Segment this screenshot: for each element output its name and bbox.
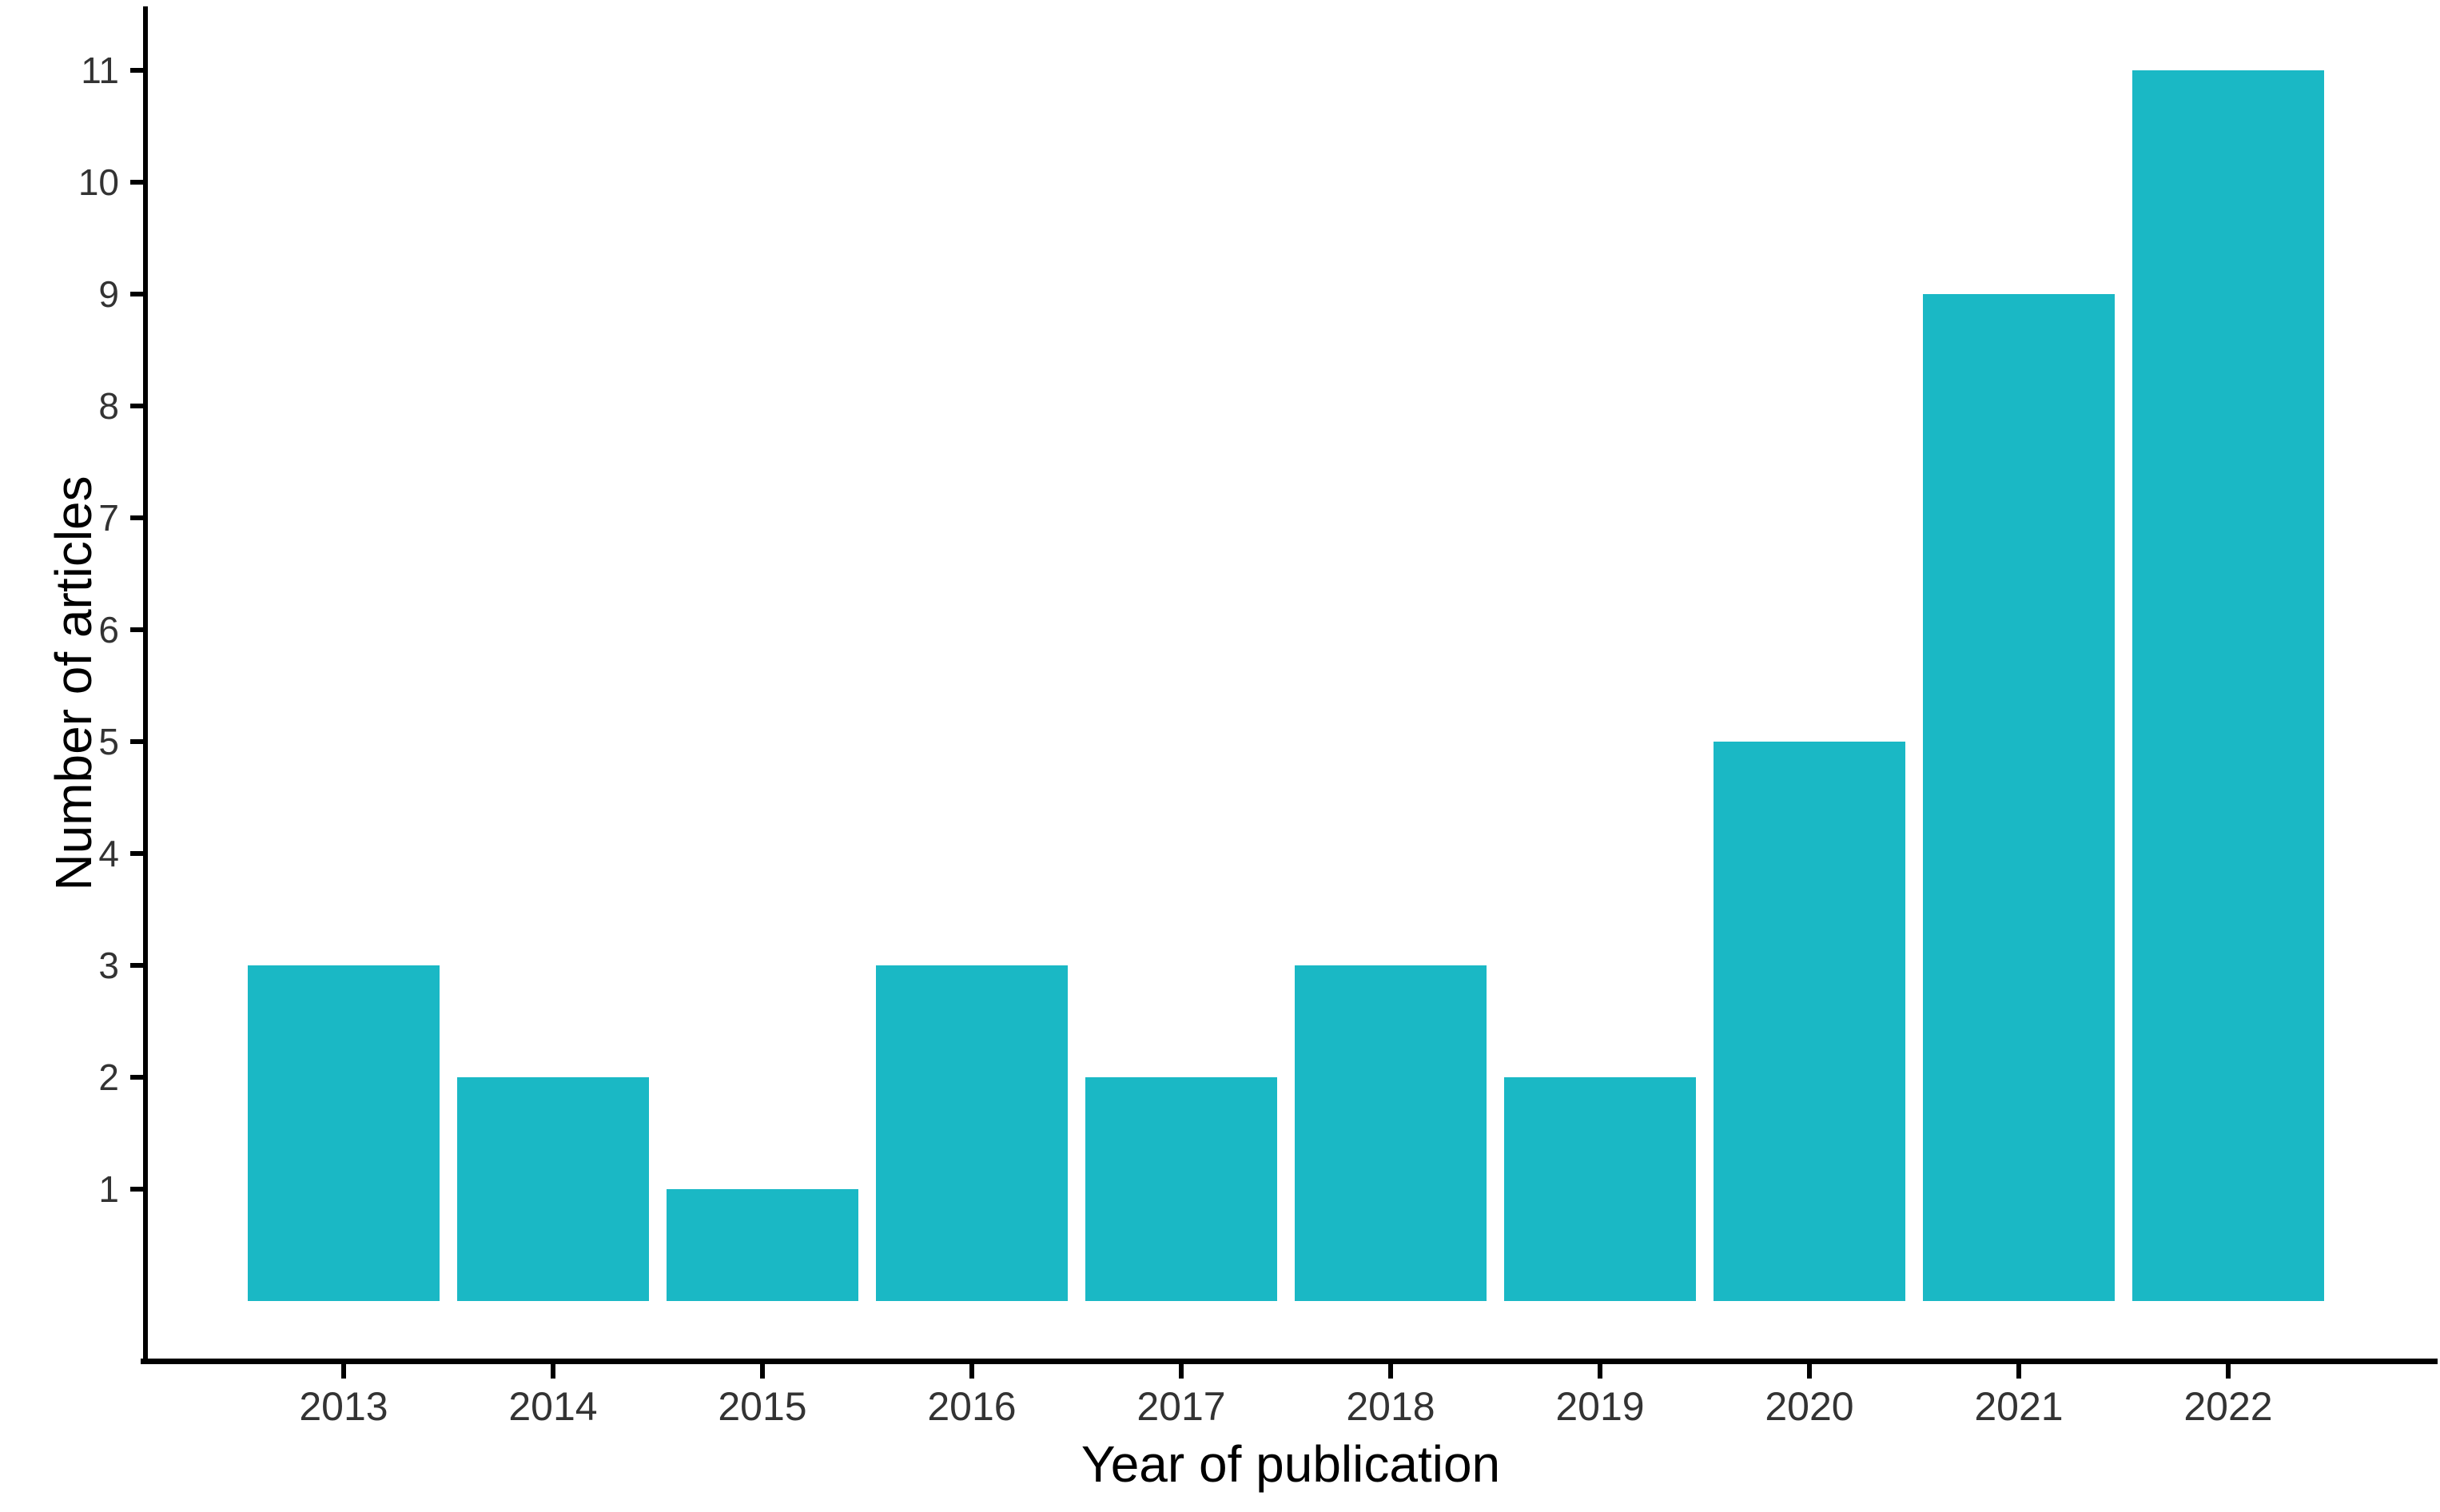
x-tick-mark-2014 — [551, 1364, 555, 1379]
y-tick-label-4: 4 — [98, 833, 119, 874]
y-tick-label-10: 10 — [78, 161, 119, 203]
bar-2013 — [248, 965, 440, 1301]
bar-2015 — [667, 1189, 858, 1301]
y-tick-mark-3 — [130, 963, 143, 968]
y-tick-label-5: 5 — [98, 721, 119, 762]
x-tick-mark-2013 — [341, 1364, 346, 1379]
x-tick-label-2018: 2018 — [1346, 1384, 1435, 1429]
x-tick-label-2022: 2022 — [2183, 1384, 2273, 1429]
x-tick-mark-2019 — [1598, 1364, 1602, 1379]
y-tick-label-1: 1 — [98, 1168, 119, 1210]
y-tick-mark-6 — [130, 627, 143, 632]
y-axis-line — [143, 6, 148, 1364]
bar-2021 — [1923, 294, 2115, 1301]
y-tick-mark-4 — [130, 851, 143, 856]
y-axis-title: Number of articles — [45, 475, 102, 891]
x-tick-mark-2017 — [1179, 1364, 1184, 1379]
bar-2018 — [1295, 965, 1487, 1301]
x-tick-mark-2020 — [1807, 1364, 1812, 1379]
y-tick-mark-9 — [130, 292, 143, 296]
x-tick-label-2019: 2019 — [1555, 1384, 1645, 1429]
y-tick-mark-10 — [130, 180, 143, 185]
x-tick-label-2015: 2015 — [718, 1384, 807, 1429]
x-tick-mark-2015 — [760, 1364, 765, 1379]
y-tick-mark-5 — [130, 739, 143, 744]
y-tick-label-8: 8 — [98, 385, 119, 427]
x-tick-label-2013: 2013 — [299, 1384, 388, 1429]
bar-2020 — [1714, 742, 1905, 1301]
x-tick-mark-2016 — [969, 1364, 974, 1379]
x-tick-label-2021: 2021 — [1974, 1384, 2064, 1429]
x-tick-mark-2022 — [2226, 1364, 2231, 1379]
x-axis-line — [141, 1359, 2438, 1364]
y-tick-mark-8 — [130, 404, 143, 408]
y-tick-mark-2 — [130, 1075, 143, 1080]
y-tick-label-7: 7 — [98, 497, 119, 539]
x-tick-label-2020: 2020 — [1765, 1384, 1854, 1429]
x-tick-mark-2018 — [1388, 1364, 1393, 1379]
y-tick-label-9: 9 — [98, 273, 119, 315]
bar-2019 — [1504, 1077, 1696, 1301]
bar-2014 — [457, 1077, 649, 1301]
x-tick-label-2014: 2014 — [508, 1384, 598, 1429]
x-tick-label-2017: 2017 — [1136, 1384, 1226, 1429]
y-tick-label-2: 2 — [98, 1056, 119, 1098]
y-tick-label-11: 11 — [81, 50, 119, 91]
bar-2017 — [1085, 1077, 1277, 1301]
y-tick-mark-7 — [130, 515, 143, 520]
x-tick-label-2016: 2016 — [927, 1384, 1017, 1429]
y-tick-mark-1 — [130, 1187, 143, 1192]
x-tick-mark-2021 — [2016, 1364, 2021, 1379]
x-axis-title: Year of publication — [1081, 1435, 1501, 1493]
bar-2022 — [2132, 70, 2324, 1301]
y-tick-label-3: 3 — [98, 945, 119, 986]
y-tick-label-6: 6 — [98, 609, 119, 651]
bar-2016 — [876, 965, 1068, 1301]
y-tick-mark-11 — [130, 68, 143, 73]
